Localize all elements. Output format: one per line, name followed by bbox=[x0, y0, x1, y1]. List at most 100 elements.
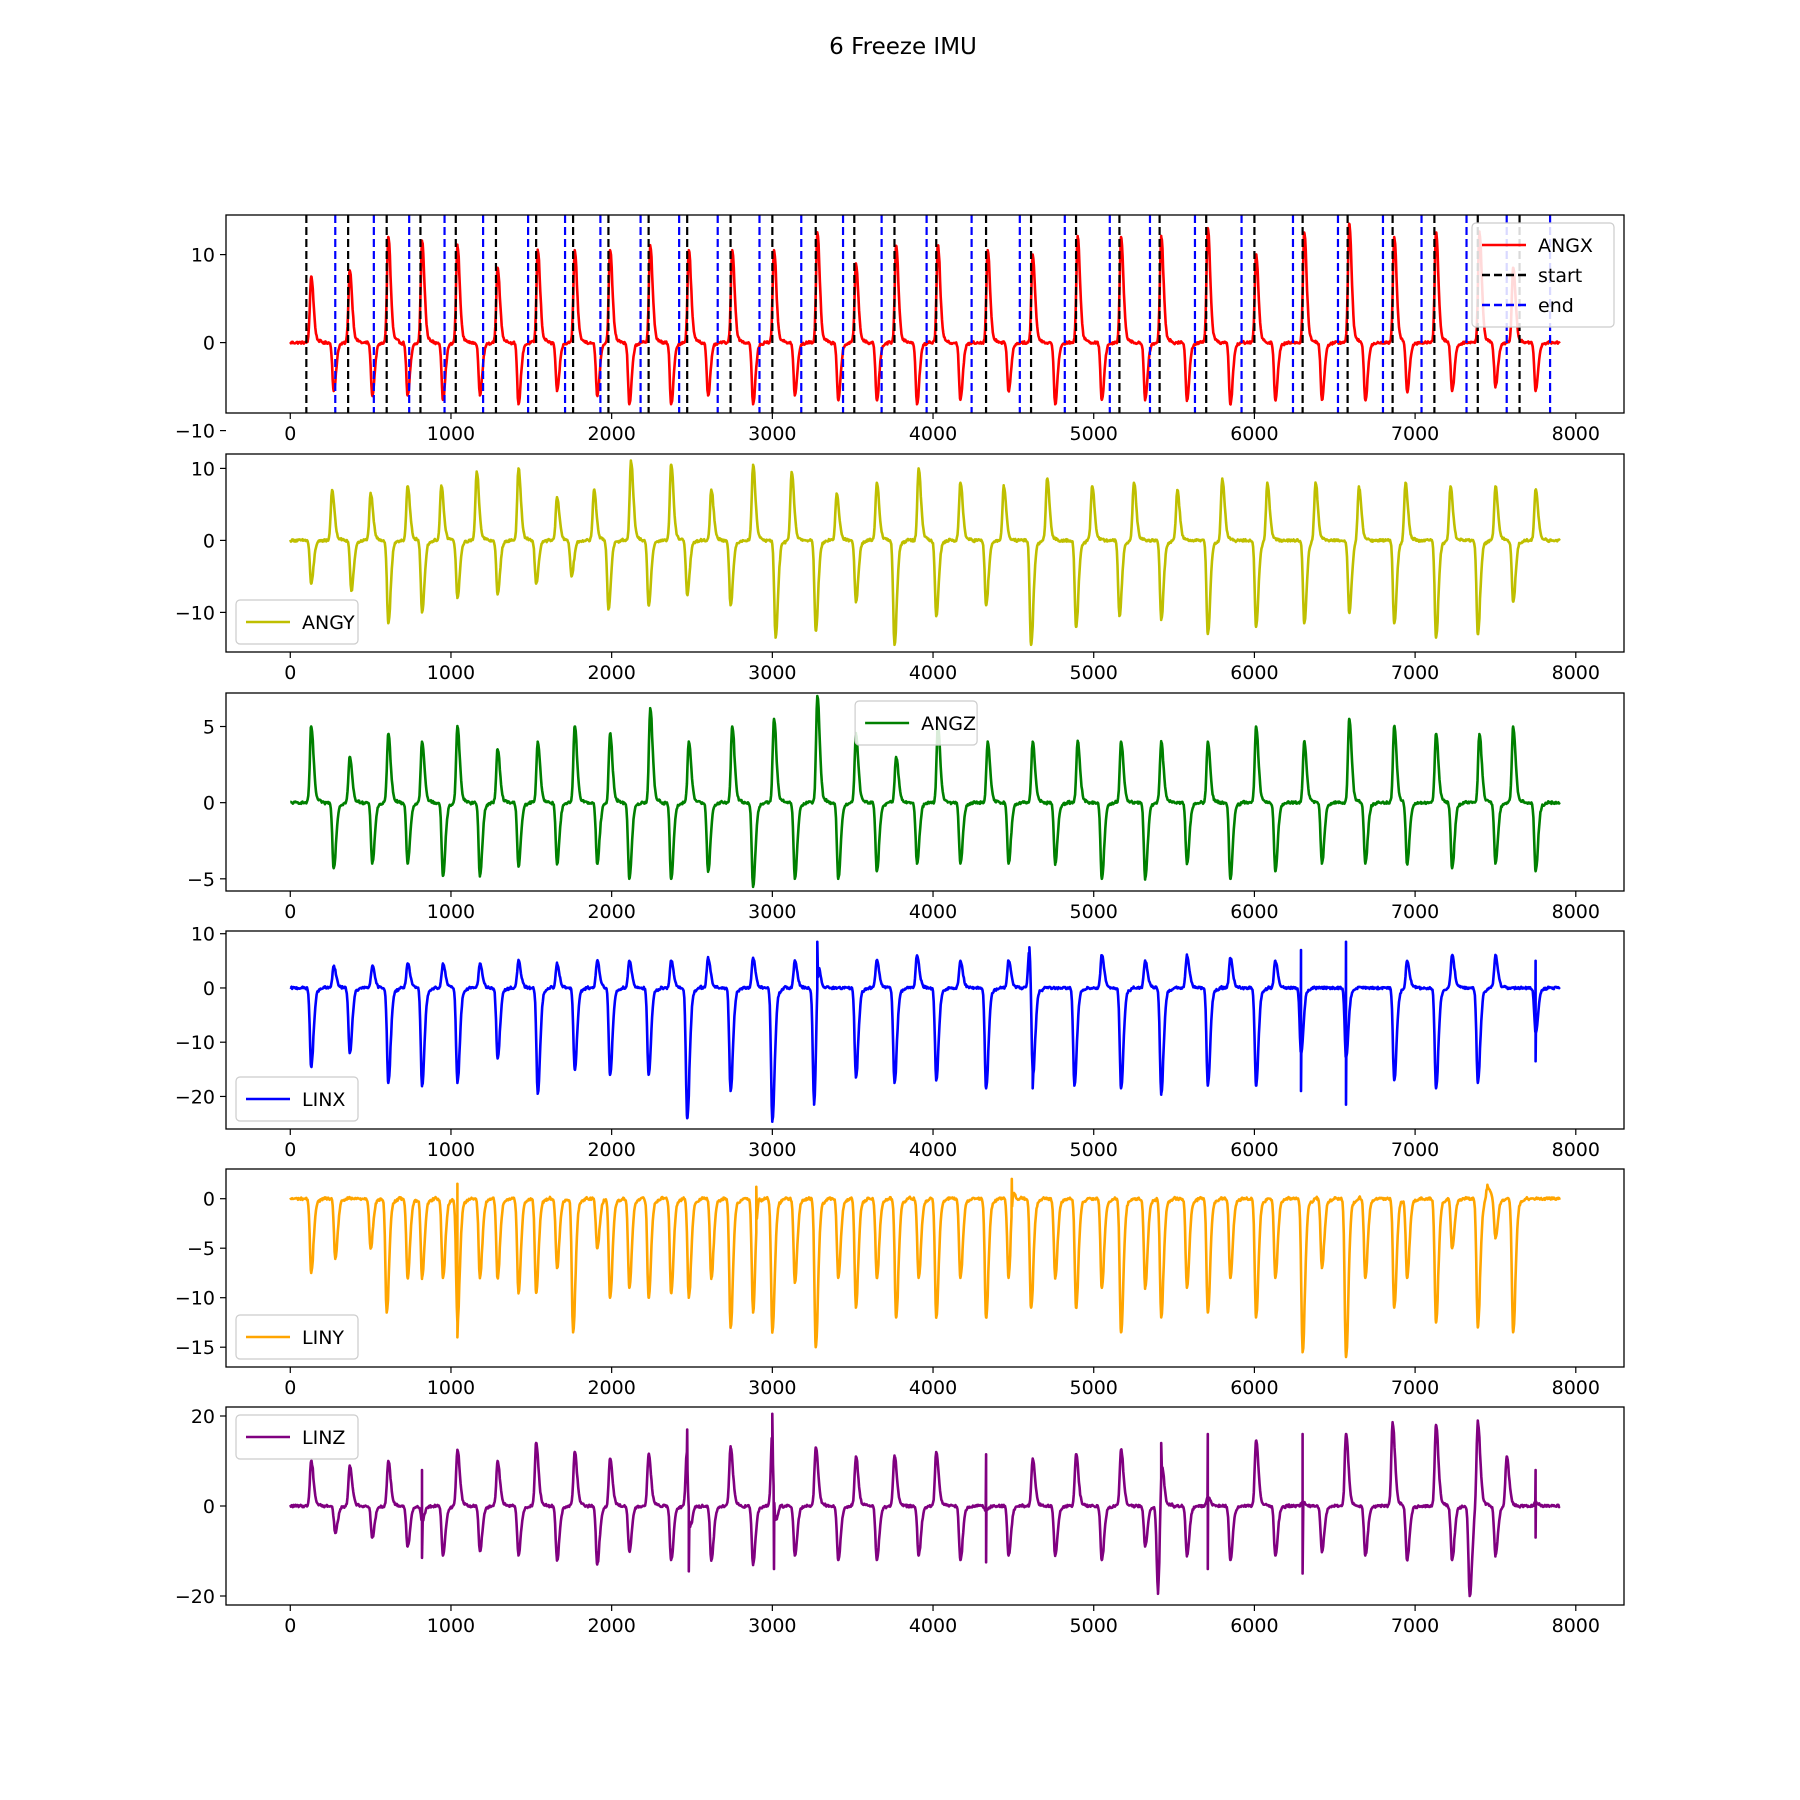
series-line-angx bbox=[289, 222, 1561, 406]
subplot-linx: 0 1000 2000 3000 4000 5000 6000 7000 8000 −20 −10 0… bbox=[175, 924, 1625, 1161]
subplot-liny: 0 1000 2000 3000 4000 5000 6000 7000 8000 −15 −10 −… bbox=[175, 1168, 1625, 1399]
x-tick-label: 7000 bbox=[1391, 1139, 1439, 1161]
x-tick-label: 1000 bbox=[427, 662, 475, 684]
x-tick-label: 7000 bbox=[1391, 662, 1439, 684]
legend-label-liny: LINY bbox=[302, 1327, 344, 1349]
y-tick-label: −20 bbox=[175, 1586, 215, 1608]
x-tick-label: 4000 bbox=[909, 662, 957, 684]
x-tick-label: 5000 bbox=[1070, 1139, 1118, 1161]
x-tick-label: 6000 bbox=[1230, 1139, 1278, 1161]
subplot-linz: 0 1000 2000 3000 4000 5000 6000 7000 8000 −20 0 20 L… bbox=[175, 1406, 1625, 1637]
x-tick-label: 3000 bbox=[748, 1615, 796, 1637]
axes-frame bbox=[225, 1168, 1625, 1368]
x-tick-label: 3000 bbox=[748, 662, 796, 684]
x-tick-label: 8000 bbox=[1552, 1139, 1600, 1161]
axes-frame bbox=[225, 692, 1625, 892]
legend-label-end: end bbox=[1538, 295, 1574, 317]
x-tick-label: 3000 bbox=[748, 1139, 796, 1161]
legend-box bbox=[235, 1076, 359, 1122]
x-tick-label: 5000 bbox=[1070, 901, 1118, 923]
y-tick-label: 0 bbox=[203, 1189, 215, 1211]
x-tick-label: 4000 bbox=[909, 1615, 957, 1637]
x-tick-label: 5000 bbox=[1070, 1377, 1118, 1399]
x-tick-label: 5000 bbox=[1070, 1615, 1118, 1637]
x-tick-label: 5000 bbox=[1070, 662, 1118, 684]
y-tick-label: −5 bbox=[187, 869, 215, 891]
x-tick-label: 0 bbox=[284, 1139, 296, 1161]
y-tick-label: 10 bbox=[191, 245, 215, 267]
y-tick-label: 0 bbox=[203, 793, 215, 815]
x-tick-label: 2000 bbox=[587, 1377, 635, 1399]
subplot-angz: 0 1000 2000 3000 4000 5000 6000 7000 8000 −5 0 5 ANG… bbox=[187, 692, 1625, 923]
x-tick-label: 1000 bbox=[427, 1139, 475, 1161]
y-tick-label: −10 bbox=[175, 1288, 215, 1310]
x-tick-label: 1000 bbox=[427, 1615, 475, 1637]
x-tick-label: 8000 bbox=[1552, 901, 1600, 923]
legend-label-angz: ANGZ bbox=[921, 713, 976, 735]
legend-box bbox=[854, 700, 978, 746]
x-tick-label: 3000 bbox=[748, 423, 796, 445]
x-tick-label: 1000 bbox=[427, 1377, 475, 1399]
x-tick-label: 8000 bbox=[1552, 1377, 1600, 1399]
legend: ANGZ bbox=[854, 700, 978, 746]
figure-title: 6 Freeze IMU bbox=[829, 34, 977, 60]
x-tick-label: 2000 bbox=[587, 1615, 635, 1637]
x-tick-label: 8000 bbox=[1552, 1615, 1600, 1637]
legend-box bbox=[235, 599, 359, 645]
x-tick-label: 8000 bbox=[1552, 423, 1600, 445]
legend-box bbox=[235, 1314, 359, 1360]
x-tick-label: 5000 bbox=[1070, 423, 1118, 445]
y-tick-label: 0 bbox=[203, 333, 215, 355]
legend-box bbox=[1471, 222, 1615, 328]
y-tick-label: −10 bbox=[175, 1032, 215, 1054]
series-line-angy bbox=[289, 459, 1561, 647]
y-tick-label: 5 bbox=[203, 717, 215, 739]
legend: ANGX start end bbox=[1471, 222, 1615, 328]
legend: ANGY bbox=[235, 599, 359, 645]
subplot-angy: 0 1000 2000 3000 4000 5000 6000 7000 8000 −10 0 10 A… bbox=[175, 453, 1625, 684]
x-tick-label: 3000 bbox=[748, 901, 796, 923]
x-tick-label: 7000 bbox=[1391, 423, 1439, 445]
x-tick-label: 2000 bbox=[587, 901, 635, 923]
legend: LINZ bbox=[235, 1414, 359, 1460]
x-tick-label: 2000 bbox=[587, 1139, 635, 1161]
x-tick-label: 6000 bbox=[1230, 423, 1278, 445]
x-tick-label: 8000 bbox=[1552, 662, 1600, 684]
x-tick-label: 0 bbox=[284, 1377, 296, 1399]
x-tick-label: 0 bbox=[284, 662, 296, 684]
x-tick-label: 1000 bbox=[427, 423, 475, 445]
x-tick-label: 4000 bbox=[909, 901, 957, 923]
y-tick-label: −10 bbox=[175, 421, 215, 443]
axes-frame bbox=[225, 214, 1625, 414]
legend-label-angy: ANGY bbox=[302, 612, 355, 634]
x-tick-label: 2000 bbox=[587, 662, 635, 684]
y-tick-label: 20 bbox=[191, 1406, 215, 1428]
x-tick-label: 7000 bbox=[1391, 901, 1439, 923]
x-tick-label: 1000 bbox=[427, 901, 475, 923]
x-tick-label: 6000 bbox=[1230, 662, 1278, 684]
axes-frame bbox=[225, 930, 1625, 1130]
x-tick-label: 6000 bbox=[1230, 1377, 1278, 1399]
axes-frame bbox=[225, 453, 1625, 653]
x-tick-label: 4000 bbox=[909, 1377, 957, 1399]
x-tick-label: 4000 bbox=[909, 423, 957, 445]
x-tick-label: 2000 bbox=[587, 423, 635, 445]
series-line-linz bbox=[289, 1412, 1561, 1598]
series-line-angz bbox=[289, 694, 1561, 889]
y-tick-label: −15 bbox=[175, 1337, 215, 1359]
x-tick-label: 7000 bbox=[1391, 1615, 1439, 1637]
legend-label-linz: LINZ bbox=[302, 1427, 345, 1449]
x-tick-label: 6000 bbox=[1230, 1615, 1278, 1637]
x-tick-label: 0 bbox=[284, 901, 296, 923]
x-tick-label: 4000 bbox=[909, 1139, 957, 1161]
legend: LINY bbox=[235, 1314, 359, 1360]
subplot-angx: 0 1000 2000 3000 4000 5000 6000 7000 8000 −10 0 10 A… bbox=[175, 214, 1625, 445]
x-tick-label: 6000 bbox=[1230, 901, 1278, 923]
y-tick-label: 10 bbox=[191, 924, 215, 946]
x-tick-label: 0 bbox=[284, 1615, 296, 1637]
x-tick-label: 3000 bbox=[748, 1377, 796, 1399]
y-tick-label: 0 bbox=[203, 978, 215, 1000]
y-tick-label: 0 bbox=[203, 530, 215, 552]
series-line-liny bbox=[289, 1177, 1561, 1359]
